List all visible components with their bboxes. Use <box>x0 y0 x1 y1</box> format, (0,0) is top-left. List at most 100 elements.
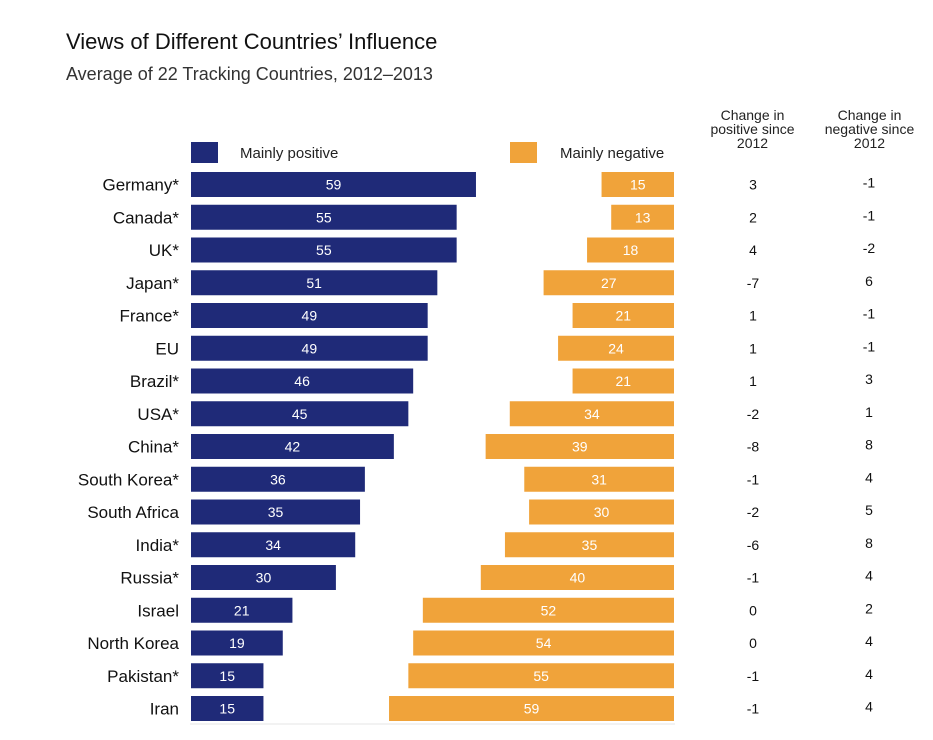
data-label-positive-france: 49 <box>302 308 318 324</box>
category-label-uk: UK* <box>149 241 180 260</box>
bar-negative-canada <box>611 204 674 230</box>
bar-negative-usa <box>509 401 674 427</box>
data-label-negative-japan: 27 <box>601 275 617 291</box>
change-positive-uk: 4 <box>749 242 757 258</box>
legend-label-positive: Mainly positive <box>240 145 338 162</box>
bar-positive-israel <box>191 597 293 623</box>
data-label-negative-israel: 52 <box>541 602 557 618</box>
category-label-canada: Canada* <box>113 208 180 227</box>
change-positive-usa: -2 <box>747 406 760 422</box>
header-change-positive: Change in positive since 2012 <box>710 107 795 151</box>
change-positive-israel: 0 <box>749 602 757 618</box>
data-label-negative-south-korea: 31 <box>591 471 607 487</box>
bar-negative-uk <box>587 237 674 263</box>
data-label-positive-uk: 55 <box>316 242 332 258</box>
legend-swatch-positive <box>191 142 218 163</box>
change-negative-france: -1 <box>863 306 876 322</box>
data-label-positive-germany: 59 <box>326 177 342 193</box>
bar-positive-russia <box>191 565 336 590</box>
change-negative-canada: -1 <box>863 207 876 223</box>
data-label-positive-canada: 55 <box>316 209 332 225</box>
data-label-positive-usa: 45 <box>292 406 308 422</box>
change-positive-china: -8 <box>747 439 760 455</box>
change-negative-uk: -2 <box>863 240 876 256</box>
bar-negative-brazil <box>572 368 674 394</box>
chart-title: Views of Different Countries’ Influence <box>66 29 438 54</box>
change-negative-north-korea: 4 <box>865 633 873 649</box>
data-label-negative-south-africa: 30 <box>594 504 610 520</box>
data-label-positive-russia: 30 <box>256 570 272 586</box>
category-label-china: China* <box>128 438 179 457</box>
data-label-negative-germany: 15 <box>630 177 646 193</box>
data-label-negative-india: 35 <box>582 537 598 553</box>
bar-positive-brazil <box>191 368 414 394</box>
data-label-negative-russia: 40 <box>570 570 586 586</box>
change-positive-russia: -1 <box>747 570 760 586</box>
data-label-negative-usa: 34 <box>584 406 600 422</box>
category-label-brazil: Brazil* <box>130 372 180 391</box>
data-label-negative-canada: 13 <box>635 209 651 225</box>
change-positive-brazil: 1 <box>749 373 757 389</box>
data-label-positive-north-korea: 19 <box>229 635 245 651</box>
change-positive-japan: -7 <box>747 275 760 291</box>
bar-negative-germany <box>601 172 674 197</box>
category-label-israel: Israel <box>137 601 179 620</box>
data-label-negative-france: 21 <box>615 308 631 324</box>
change-negative-pakistan: 4 <box>865 666 873 682</box>
data-label-negative-eu: 24 <box>608 340 624 356</box>
data-label-negative-brazil: 21 <box>615 373 631 389</box>
bar-negative-israel <box>422 597 674 623</box>
category-label-pakistan: Pakistan* <box>107 667 179 686</box>
data-label-positive-iran: 15 <box>219 701 235 717</box>
category-label-germany: Germany* <box>102 176 179 195</box>
category-label-usa: USA* <box>137 405 179 424</box>
bar-negative-japan <box>543 270 674 296</box>
bar-positive-canada <box>191 204 457 230</box>
data-label-positive-pakistan: 15 <box>219 668 235 684</box>
bar-negative-pakistan <box>408 663 674 689</box>
change-positive-pakistan: -1 <box>747 668 760 684</box>
bar-positive-pakistan <box>191 663 264 689</box>
chart-subtitle: Average of 22 Tracking Countries, 2012–2… <box>66 64 433 84</box>
change-positive-iran: -1 <box>747 701 760 717</box>
bar-negative-south-africa <box>529 499 674 525</box>
change-positive-south-africa: -2 <box>747 504 760 520</box>
change-negative-eu: -1 <box>863 338 876 354</box>
bar-positive-south-africa <box>191 499 361 525</box>
bar-positive-germany <box>191 172 476 197</box>
category-label-eu: EU <box>155 339 179 358</box>
category-label-india: India* <box>136 536 180 555</box>
bar-positive-iran <box>191 696 264 721</box>
change-positive-eu: 1 <box>749 340 757 356</box>
bar-positive-north-korea <box>191 630 283 656</box>
data-label-positive-south-korea: 36 <box>270 471 286 487</box>
bar-positive-south-korea <box>191 466 365 492</box>
bar-positive-uk <box>191 237 457 263</box>
change-negative-usa: 1 <box>865 404 873 420</box>
change-negative-brazil: 3 <box>865 371 873 387</box>
bar-positive-usa <box>191 401 409 427</box>
bar-negative-china <box>485 434 674 459</box>
category-label-north-korea: North Korea <box>87 634 179 653</box>
bar-negative-south-korea <box>524 466 674 492</box>
change-negative-russia: 4 <box>865 568 873 584</box>
data-label-positive-eu: 49 <box>302 340 318 356</box>
bar-negative-india <box>504 532 674 558</box>
change-positive-north-korea: 0 <box>749 635 757 651</box>
category-label-russia: Russia* <box>120 569 179 588</box>
bar-positive-china <box>191 434 394 459</box>
bar-negative-eu <box>558 335 674 361</box>
category-label-iran: Iran <box>150 700 179 719</box>
bar-positive-eu <box>191 335 428 361</box>
change-negative-south-korea: 4 <box>865 469 873 485</box>
bar-negative-north-korea <box>413 630 674 656</box>
change-negative-south-africa: 5 <box>865 502 873 518</box>
change-positive-south-korea: -1 <box>747 471 760 487</box>
bar-positive-india <box>191 532 356 558</box>
change-positive-germany: 3 <box>749 177 757 193</box>
data-label-positive-brazil: 46 <box>294 373 310 389</box>
data-label-positive-south-africa: 35 <box>268 504 284 520</box>
change-negative-iran: 4 <box>865 699 873 715</box>
change-negative-china: 8 <box>865 437 873 453</box>
